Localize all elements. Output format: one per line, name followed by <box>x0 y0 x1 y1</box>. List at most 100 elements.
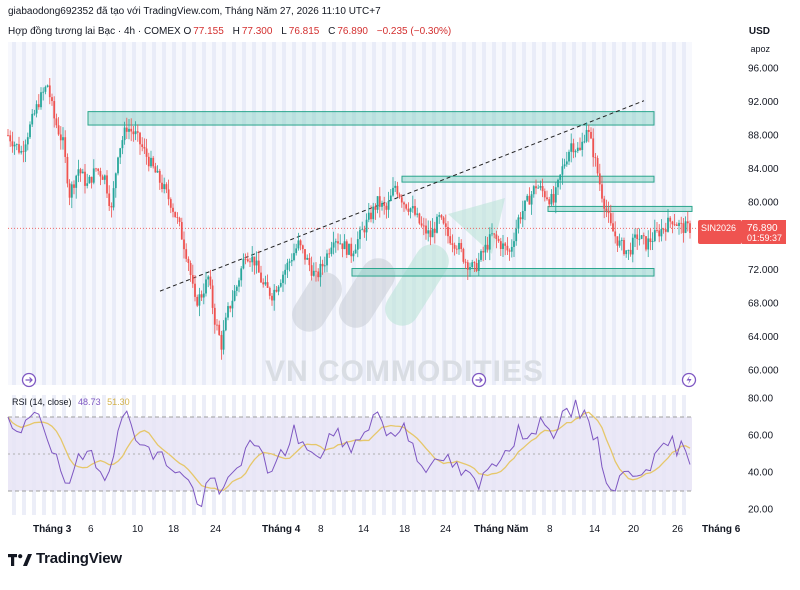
candle-body <box>561 166 564 175</box>
price-tag-bg <box>698 220 742 244</box>
candle-body <box>513 241 515 247</box>
candle-body <box>132 131 135 135</box>
stripe <box>22 42 26 385</box>
candle-body <box>405 204 408 209</box>
candle-body <box>255 260 258 266</box>
sr-zone[interactable] <box>401 175 655 183</box>
candle-body <box>528 195 531 205</box>
candle-body <box>352 253 355 257</box>
candle-body <box>310 265 313 276</box>
candle-body <box>653 230 656 242</box>
price-tick-label: 92.000 <box>748 97 779 108</box>
candle-body <box>145 148 148 157</box>
stripe <box>182 42 186 385</box>
candle-body <box>277 286 280 292</box>
stripe <box>152 42 156 385</box>
time-tick-label: 6 <box>88 524 94 535</box>
candle-body <box>136 131 139 133</box>
candle-body <box>321 263 324 267</box>
candle-body <box>275 289 278 292</box>
event-icon-2[interactable] <box>471 372 487 388</box>
candle-body <box>440 215 443 218</box>
candle-body <box>495 234 498 239</box>
candle-body <box>348 243 350 255</box>
candle-body <box>119 148 122 158</box>
author-line: giabaodong692352 đã tạo với TradingView.… <box>8 6 381 17</box>
event-icon-1[interactable] <box>21 372 37 388</box>
symbol-title: Hợp đồng tương lai Bạc · 4h · COMEX <box>8 26 181 37</box>
candle-body <box>392 187 394 196</box>
candle-body <box>262 282 265 285</box>
candle-body <box>191 275 194 284</box>
candle-body <box>480 251 482 260</box>
candle-body <box>264 282 267 285</box>
candle-body <box>53 101 56 119</box>
candle-body <box>460 242 463 250</box>
candle-body <box>354 249 357 254</box>
ohlc-low-value: 76.815 <box>288 26 320 37</box>
candle-body <box>638 238 641 240</box>
candle-body <box>196 296 199 306</box>
candle-body <box>125 127 128 132</box>
candle-body <box>150 157 152 167</box>
stripe <box>292 42 296 385</box>
candle-body <box>616 236 619 246</box>
candle-body <box>279 282 282 287</box>
sr-zone[interactable] <box>351 267 655 277</box>
candle-body <box>315 270 317 272</box>
candle-body <box>341 243 344 250</box>
stripe <box>192 42 196 385</box>
candle-body <box>623 240 625 255</box>
candle-body <box>218 324 221 335</box>
candle-body <box>686 221 689 224</box>
candle-body <box>343 241 346 250</box>
sr-zone[interactable] <box>87 111 655 126</box>
stripe <box>632 42 636 385</box>
rsi-legend: RSI (14, close) 48.73 51.30 <box>12 397 130 407</box>
candle-body <box>35 104 38 114</box>
candle-body <box>530 194 533 205</box>
candle-body <box>42 91 45 93</box>
candle-body <box>658 230 661 237</box>
stripe <box>232 42 236 385</box>
candle-body <box>108 193 111 207</box>
candle-body <box>180 222 183 240</box>
candle-body <box>466 262 469 270</box>
candle-body <box>216 324 218 326</box>
candle-body <box>546 197 548 200</box>
candle-body <box>524 200 526 212</box>
candle-body <box>473 262 476 264</box>
rsi-tick-label: 40.00 <box>748 468 773 479</box>
stripe <box>142 42 146 385</box>
candle-body <box>253 256 256 266</box>
candle-body <box>222 330 225 350</box>
candle-body <box>458 242 460 250</box>
watermark-text: VN COMMODITIES <box>265 355 544 388</box>
candle-body <box>306 257 309 260</box>
candle-body <box>502 243 504 249</box>
rsi-value: 48.73 <box>78 397 101 407</box>
candle-body <box>143 146 146 149</box>
candle-body <box>75 175 78 188</box>
candle-body <box>667 217 669 232</box>
candle-body <box>231 300 234 309</box>
ohlc-high-label: H <box>232 26 240 37</box>
stripe <box>62 42 66 385</box>
stripe <box>402 42 406 385</box>
candle-body <box>418 213 421 224</box>
stripe <box>82 42 86 385</box>
candle-body <box>640 235 643 239</box>
candle-body <box>128 128 130 132</box>
apoz-label: apoz <box>750 44 770 54</box>
stripe <box>582 42 586 385</box>
candle-body <box>11 141 14 147</box>
tradingview-logo[interactable]: TradingView <box>8 550 122 567</box>
sr-zone[interactable] <box>547 205 693 212</box>
lightning-icon[interactable] <box>681 372 697 388</box>
candle-body <box>260 272 262 283</box>
candles <box>7 78 691 360</box>
candle-body <box>444 223 447 227</box>
currency-label[interactable]: USD <box>748 26 770 37</box>
stripe <box>522 42 526 385</box>
time-tick-label: 26 <box>672 524 684 535</box>
